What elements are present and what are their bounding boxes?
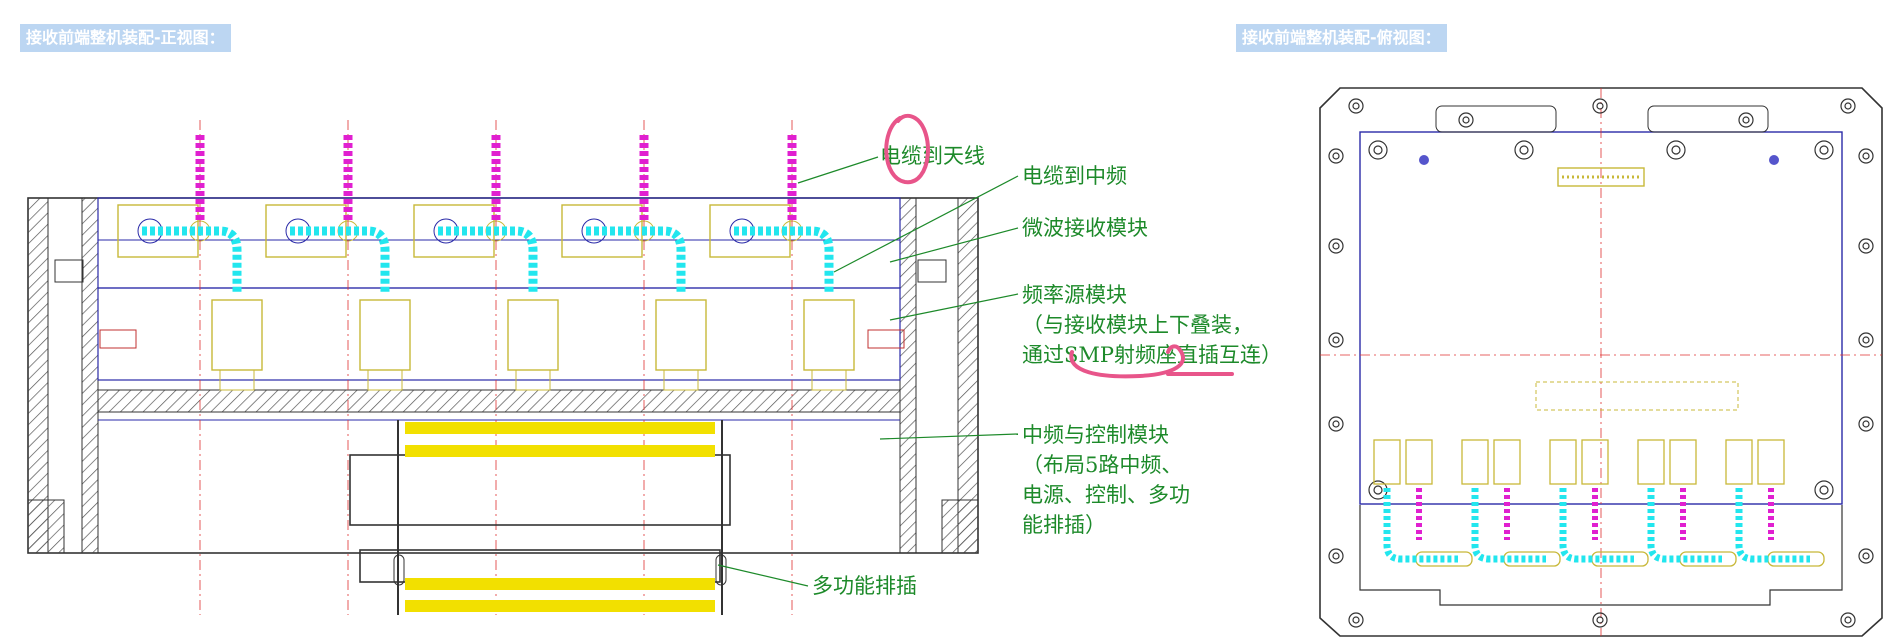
label-if-ctrl-note-3: 能排插） <box>1022 513 1106 537</box>
label-if-ctrl-note-1: （布局5路中频、 <box>1022 453 1182 477</box>
channel-3 <box>413 120 559 615</box>
multi-function-socket <box>349 420 731 615</box>
if-cables <box>142 226 834 292</box>
housing-outline <box>27 197 979 554</box>
screw-holes <box>1328 98 1874 628</box>
channel-5 <box>709 120 855 615</box>
label-microwave-module: 微波接收模块 <box>1022 216 1148 240</box>
front-view-drawing: 电缆到天线 电缆到中频 微波接收模块 频率源模块 （与接收模块上下叠装， 通过S… <box>27 113 1282 615</box>
channel-1 <box>117 120 263 615</box>
label-if-ctrl-note-2: 电源、控制、多功 <box>1022 483 1190 507</box>
top-plate-outline <box>1319 87 1883 637</box>
antenna-cables <box>195 135 797 222</box>
freq-source-box <box>97 287 901 381</box>
channel-4 <box>561 120 707 615</box>
top-channels <box>1373 439 1825 567</box>
pink-annotation-marks <box>884 113 1234 379</box>
label-freq-source-note-1: （与接收模块上下叠装， <box>1022 313 1253 337</box>
right-inner-wall <box>899 197 917 554</box>
leader-lines <box>717 156 1019 587</box>
label-freq-source-note-2: 通过SMP射频座直插互连） <box>1022 343 1282 367</box>
middle-partition <box>97 389 901 413</box>
top-view-title: 接收前端整机装配-俯视图： <box>1236 24 1447 52</box>
front-view-title: 接收前端整机装配-正视图： <box>20 24 231 52</box>
channel-2 <box>265 120 411 615</box>
left-inner-wall <box>81 197 99 554</box>
label-cable-antenna: 电缆到天线 <box>880 144 985 168</box>
top-view-drawing <box>1319 87 1883 637</box>
label-if-ctrl-module: 中频与控制模块 <box>1022 423 1169 447</box>
label-cable-if: 电缆到中频 <box>1022 164 1127 188</box>
label-multi-socket: 多功能排插 <box>812 574 917 598</box>
label-freq-source: 频率源模块 <box>1022 283 1127 307</box>
